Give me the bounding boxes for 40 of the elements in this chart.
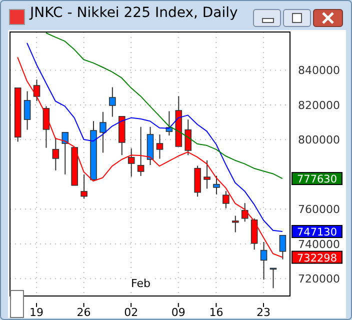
candlestick	[279, 234, 286, 260]
candlestick	[52, 137, 60, 171]
candlestick	[156, 134, 164, 160]
candlestick	[232, 215, 239, 233]
candlestick	[213, 175, 220, 195]
data-label: 747130	[296, 226, 338, 239]
x-tick-label: 16	[209, 306, 224, 319]
candlestick	[33, 79, 40, 102]
y-tick-label: 740000	[298, 238, 340, 251]
y-tick-label: 760000	[298, 203, 340, 216]
candlestick	[260, 241, 268, 280]
data-label: 732298	[296, 252, 338, 264]
x-tick-label: 02	[124, 306, 138, 319]
y-tick-label: 800000	[298, 134, 340, 147]
candlestick	[241, 202, 248, 222]
candlestick	[137, 126, 144, 176]
candlestick	[128, 148, 135, 178]
annotation: Feb	[130, 277, 152, 290]
candlestick	[100, 111, 106, 154]
candlestick	[80, 174, 88, 200]
candlestick	[222, 190, 230, 209]
y-tick-label: 840000	[298, 64, 340, 78]
candlestick	[250, 218, 258, 250]
candlestick	[24, 90, 31, 130]
y-tick-label: 720000	[298, 272, 340, 286]
candlestick	[184, 119, 192, 156]
x-tick-label: 19	[29, 306, 44, 319]
chart-title: JNKC - Nikkei 225 Index, Daily	[30, 5, 238, 21]
data-label: 777630	[296, 174, 338, 186]
candlestick	[194, 165, 201, 198]
candlestick	[204, 160, 210, 190]
candlestick	[109, 86, 116, 118]
line-series	[26, 42, 283, 232]
candlestick	[62, 132, 69, 175]
y-tick-label: 820000	[298, 98, 340, 112]
x-tick-label: 23	[256, 306, 271, 319]
line-series	[45, 32, 283, 180]
line-series	[17, 56, 283, 258]
x-tick-label: 26	[76, 306, 91, 319]
x-tick-label: 09	[171, 306, 186, 319]
